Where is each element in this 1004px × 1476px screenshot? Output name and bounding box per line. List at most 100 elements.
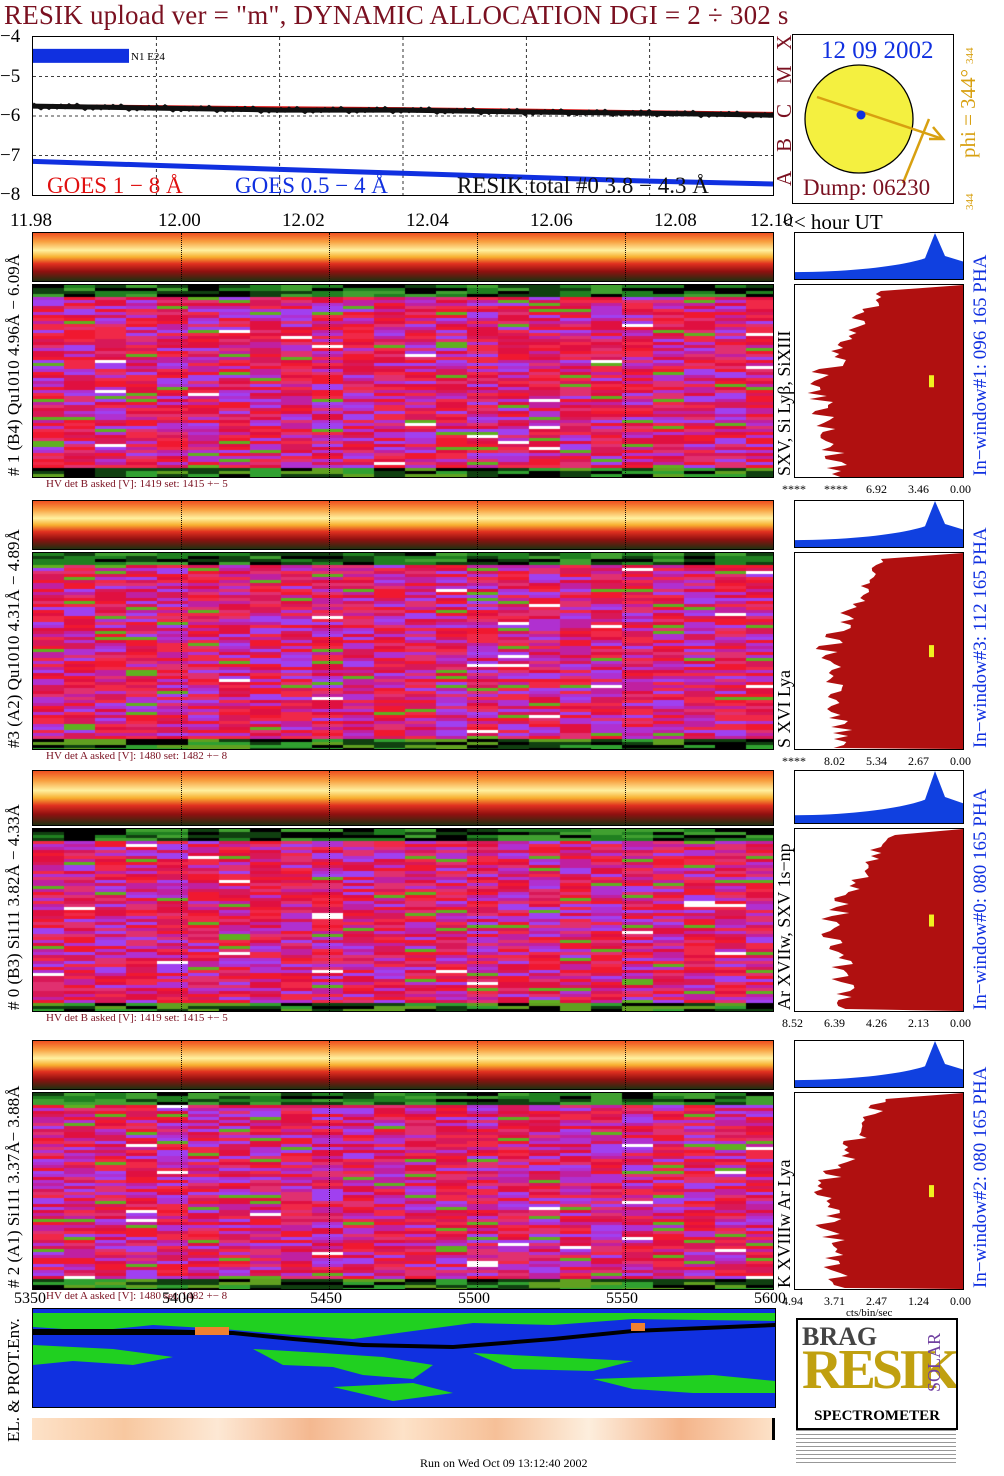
lc-y-tick: −6	[0, 105, 21, 126]
bin-x-tick: 5550	[606, 1290, 638, 1307]
hv-status: HV det A asked [V]: 1480 set: 1482 +− 8	[46, 750, 228, 762]
lc-series-1	[33, 158, 773, 187]
light-curve-plot	[33, 37, 773, 195]
strip-grid-line	[181, 501, 182, 549]
strip-grid-line	[329, 233, 330, 281]
spectrogram-canvas	[33, 285, 773, 477]
pha-tick: 2.67	[908, 754, 929, 768]
pha-tick: 2.47	[866, 1294, 887, 1308]
pha-tick: 0.00	[950, 754, 971, 768]
in-window-label: In−window#2: 080 165 PHA	[970, 1066, 991, 1288]
channel-spectrum-strip	[32, 770, 774, 826]
strip-grid-line	[477, 501, 478, 549]
channel-label: # 0 (B3) Si111 3.82Å − 4.33Å	[4, 804, 23, 1010]
counts-unit-label: cts/bin/sec	[846, 1307, 893, 1319]
environment-map-plot	[33, 1309, 775, 1407]
channel-spectrum-strip	[32, 500, 774, 550]
logo-suffix-text: SOLAR	[924, 1332, 944, 1392]
spectrogram-grid-line	[181, 1093, 182, 1289]
spectral-lines-label: S XVI Lya	[774, 670, 794, 748]
bin-x-tick: 5350	[14, 1290, 46, 1307]
in-window-label: In−window#3: 112 165 PHA	[970, 527, 991, 748]
channel-spectrogram	[32, 1092, 774, 1290]
resik-total-curve-detail	[33, 102, 773, 119]
pha-tick: ****	[824, 482, 848, 496]
position-marker-bar	[33, 48, 129, 63]
bin-x-tick: 5450	[310, 1290, 342, 1307]
pha-tick: 3.71	[824, 1294, 845, 1308]
pha-tick: 3.46	[908, 482, 929, 496]
spectrogram-grid-line	[477, 829, 478, 1011]
lc-x-tick: 11.98	[10, 210, 53, 231]
phi-bottom-value: 344	[964, 193, 976, 211]
spectrogram-grid-line	[625, 829, 626, 1011]
pha-tick: 0.00	[950, 482, 971, 496]
pha-tick: 0.00	[950, 1294, 971, 1308]
pha-tick: ****	[782, 754, 806, 768]
strip-grid-line	[477, 233, 478, 281]
logo-prefix-text: BRAG	[802, 1322, 878, 1351]
hv-status: HV det B asked [V]: 1419 set: 1415 +− 5	[46, 478, 228, 490]
pha-histogram-panel	[794, 828, 964, 1012]
pha-tick: 2.13	[908, 1016, 929, 1030]
lc-y-tick: −7	[0, 144, 21, 166]
strip-grid-line	[625, 771, 626, 825]
env-gradient-strip	[32, 1418, 774, 1440]
environment-label: EL. & PROT.Env.	[4, 1318, 23, 1442]
spectrogram-grid-line	[181, 553, 182, 749]
spectrogram-grid-line	[625, 285, 626, 477]
pha-tick: ****	[782, 482, 806, 496]
strip-grid-line	[625, 1041, 626, 1089]
strip-grid-line	[477, 1041, 478, 1089]
spectrogram-grid-line	[329, 1093, 330, 1289]
logo-fine-print	[796, 1430, 956, 1464]
orbit-track	[816, 95, 944, 141]
strip-grid-line	[181, 233, 182, 281]
spectrogram-canvas	[33, 553, 773, 749]
lc-y-tick: −5	[0, 65, 21, 87]
spectrogram-grid-line	[625, 553, 626, 749]
spectrogram-grid-line	[625, 1093, 626, 1289]
pha-histogram-panel	[794, 1092, 964, 1290]
hv-status: HV det A asked [V]: 1480 set: 1482 +− 8	[46, 1290, 228, 1302]
pha-tick: 5.34	[866, 754, 887, 768]
active-region-label: N1 E24	[131, 51, 165, 63]
in-window-label: In−window#1: 096 165 PHA	[970, 254, 991, 476]
pha-tick: 6.92	[866, 482, 887, 496]
strip-grid-line	[181, 1041, 182, 1089]
x-axis-unit-label: << hour UT	[782, 210, 883, 234]
satellite-position-dot	[856, 110, 866, 120]
channel-spectrogram	[32, 284, 774, 478]
spectrogram-grid-line	[477, 285, 478, 477]
light-curve-panel: N1 E24 GOES 1 − 8 Å GOES 0.5 − 4 Å RESIK…	[32, 36, 774, 196]
pha-tick: 4.94	[782, 1294, 803, 1308]
strip-grid-line	[181, 771, 182, 825]
lc-x-tick: 12.00	[158, 210, 201, 231]
lc-x-tick: 12.02	[282, 210, 325, 231]
pha-tick: 1.24	[908, 1294, 929, 1308]
bin-x-tick: 5500	[458, 1290, 490, 1307]
strip-grid-line	[625, 233, 626, 281]
orbit-plot	[804, 64, 946, 184]
pha-histogram-panel	[794, 284, 964, 478]
pha-tick: 0.00	[950, 1016, 971, 1030]
pha-top-panel	[794, 770, 964, 824]
dump-number: Dump: 06230	[803, 175, 931, 200]
hv-status: HV det B asked [V]: 1419 set: 1415 +− 5	[46, 1012, 228, 1024]
spectrogram-canvas	[33, 1093, 773, 1289]
legend-goes-long: GOES 1 − 8 Å	[47, 173, 183, 196]
lc-x-tick: 12.06	[530, 210, 573, 231]
spectrogram-grid-line	[477, 1093, 478, 1289]
logo-band-text: SPECTROMETER	[798, 1408, 956, 1425]
environment-map	[32, 1308, 776, 1408]
strip-grid-line	[625, 501, 626, 549]
channel-label: # 2 (A1) Si111 3.37Å− 3.88Å	[4, 1085, 23, 1288]
pha-tick: 6.39	[824, 1016, 845, 1030]
channel-label: # 1 (B4) Qu1010 4.96Å − 6.09Å	[4, 253, 23, 476]
lc-x-tick: 12.10	[750, 210, 793, 231]
spectral-lines-label: Ar XVIIw, SXV 1s−np	[774, 843, 794, 1010]
channel-spectrogram	[32, 552, 774, 750]
spectrogram-grid-line	[329, 553, 330, 749]
phi-top-value: 344	[964, 47, 976, 65]
lc-y-tick: −8	[0, 184, 21, 205]
